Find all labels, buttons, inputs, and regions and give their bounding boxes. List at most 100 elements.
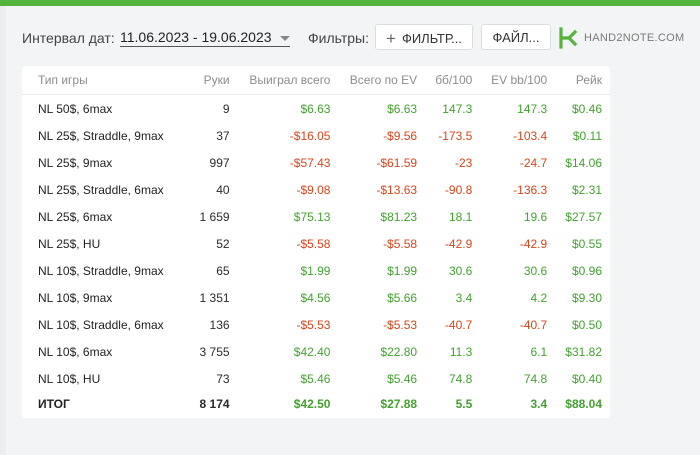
table-row[interactable]: NL 10$, Straddle, 6max 136 -$5.53 -$5.53 -40…	[22, 311, 610, 338]
cell-bb100: 11.3	[449, 344, 473, 359]
cell-game-type: NL 25$, HU	[38, 236, 101, 251]
cell-ev-bb100: 3.4	[530, 397, 548, 411]
cell-rake: $0.50	[571, 317, 602, 332]
cell-ev-total: $1.99	[387, 263, 418, 278]
date-range-selector[interactable]: 11.06.2023 - 19.06.2023	[120, 29, 290, 47]
cell-hands: 40	[216, 182, 230, 197]
cell-rake: $0.11	[572, 128, 602, 143]
date-range-value: 11.06.2023 - 19.06.2023	[120, 29, 272, 45]
cell-hands: 73	[216, 371, 230, 386]
cell-bb100: -90.8	[444, 182, 473, 197]
top-accent-bar	[0, 0, 700, 6]
table-row[interactable]: NL 10$, 6max 3 755 $42.40 $22.80 11.3 6.1 $31.…	[22, 338, 610, 365]
file-button[interactable]: ФАЙЛ...	[481, 24, 551, 50]
cell-ev-bb100: 74.8	[523, 371, 548, 386]
cell-bb100: 3.4	[455, 290, 473, 305]
cell-ev-total: -$9.56	[383, 128, 418, 143]
cell-game-type: NL 10$, HU	[38, 371, 101, 386]
cell-ev-bb100: -103.4	[513, 128, 548, 143]
cell-ev-bb100: 30.6	[523, 263, 548, 278]
cell-bb100: -173.5	[438, 128, 473, 143]
cell-won-total: -$57.43	[289, 155, 331, 170]
cell-bb100: 30.6	[448, 263, 473, 278]
col-header-rake[interactable]: Рейк	[555, 66, 610, 95]
col-header-bb100[interactable]: бб/100	[425, 66, 481, 95]
col-header-game-type[interactable]: Тип игры	[22, 66, 178, 95]
cell-game-type: NL 10$, 9max	[38, 290, 113, 305]
cell-won-total: -$9.08	[296, 182, 331, 197]
chevron-down-icon	[279, 35, 290, 41]
plus-icon: +	[386, 29, 396, 48]
table-row[interactable]: NL 10$, 9max 1 351 $4.56 $5.66 3.4 4.2 $9.30	[22, 284, 610, 311]
table-row[interactable]: NL 10$, HU 73 $5.46 $5.46 74.8 74.8 $0.40	[22, 365, 610, 392]
cell-game-type: NL 25$, Straddle, 6max	[38, 182, 164, 197]
cell-ev-bb100: -24.7	[519, 155, 548, 170]
cell-hands: 52	[216, 236, 230, 251]
file-button-label: ФАЙЛ...	[492, 30, 540, 45]
table-row[interactable]: NL 10$, Straddle, 9max 65 $1.99 $1.99 30.6 30…	[22, 257, 610, 284]
cell-hands: 3 755	[199, 344, 230, 359]
cell-hands: 136	[209, 317, 230, 332]
col-header-ev-total[interactable]: Всего по EV	[338, 66, 426, 95]
toolbar: Интервал дат: 11.06.2023 - 19.06.2023 Фи…	[6, 6, 700, 66]
cell-won-total: -$16.05	[289, 128, 331, 143]
cell-ev-bb100: 6.1	[530, 344, 548, 359]
col-header-hands[interactable]: Руки	[177, 66, 238, 95]
cell-game-type: NL 10$, Straddle, 6max	[38, 317, 164, 332]
cell-game-type: NL 10$, 6max	[38, 344, 113, 359]
table-row[interactable]: NL 50$, 6max 9 $6.63 $6.63 147.3 147.3 $0.46	[22, 95, 610, 123]
col-header-won-total[interactable]: Выиграл всего	[237, 66, 339, 95]
cell-game-type: NL 25$, 9max	[38, 155, 113, 170]
col-header-ev-bb100[interactable]: EV bb/100	[480, 66, 556, 95]
table-row[interactable]: NL 25$, Straddle, 6max 40 -$9.08 -$13.63 -90…	[22, 176, 610, 203]
h-logo-icon	[559, 27, 578, 49]
cell-won-total: -$5.53	[296, 317, 331, 332]
cell-rake: $9.30	[571, 290, 602, 305]
cell-bb100: -40.7	[444, 317, 473, 332]
cell-ev-total: -$5.58	[383, 236, 418, 251]
cell-won-total: $4.56	[300, 290, 331, 305]
table-total-row[interactable]: ИТОГ 8 174 $42.50 $27.88 5.5 3.4 $88.04	[22, 392, 610, 416]
report-panel: Интервал дат: 11.06.2023 - 19.06.2023 Фи…	[6, 6, 700, 455]
table-row[interactable]: NL 25$, Straddle, 9max 37 -$16.05 -$9.56 -17…	[22, 122, 610, 149]
table-row[interactable]: NL 25$, HU 52 -$5.58 -$5.58 -42.9 -42.9 $0.55	[22, 230, 610, 257]
cell-bb100: 18.1	[448, 209, 473, 224]
stats-table: Тип игры Руки Выиграл всего Всего по EV …	[22, 66, 610, 416]
cell-rake: $31.82	[565, 344, 602, 359]
cell-game-type: NL 25$, 6max	[38, 209, 113, 224]
cell-bb100: -23	[454, 155, 473, 170]
cell-won-total: $5.46	[300, 371, 331, 386]
cell-won-total: $6.63	[300, 101, 331, 116]
cell-ev-total: $5.46	[387, 371, 418, 386]
logo-text: HAND2NOTE.COM	[584, 32, 685, 44]
cell-ev-total: -$5.53	[383, 317, 418, 332]
cell-hands: 1 351	[199, 290, 230, 305]
cell-rake: $0.55	[571, 236, 602, 251]
cell-ev-total: -$61.59	[376, 155, 418, 170]
table-header-row: Тип игры Руки Выиграл всего Всего по EV …	[22, 66, 610, 95]
table-row[interactable]: NL 25$, 9max 997 -$57.43 -$61.59 -23 -24.7 $14…	[22, 149, 610, 176]
cell-rake: $27.57	[565, 209, 602, 224]
cell-ev-bb100: 147.3	[517, 101, 548, 116]
cell-ev-bb100: -42.9	[519, 236, 548, 251]
cell-bb100: -42.9	[444, 236, 473, 251]
cell-won-total: $75.13	[293, 209, 331, 224]
cell-rake: $14.06	[565, 155, 602, 170]
cell-game-type: NL 50$, 6max	[38, 101, 113, 116]
cell-rake: $88.04	[565, 397, 602, 411]
cell-hands: 9	[222, 101, 230, 116]
cell-ev-total: $5.66	[387, 290, 418, 305]
cell-ev-bb100: 19.6	[523, 209, 548, 224]
add-filter-button[interactable]: + ФИЛЬТР...	[375, 24, 473, 50]
cell-ev-bb100: -40.7	[519, 317, 548, 332]
cell-ev-total: $81.23	[380, 209, 418, 224]
cell-bb100: 5.5	[455, 397, 473, 411]
cell-won-total: $42.50	[293, 397, 331, 411]
cell-game-type: ИТОГ	[38, 397, 70, 411]
cell-hands: 65	[216, 263, 230, 278]
table-row[interactable]: NL 25$, 6max 1 659 $75.13 $81.23 18.1 19.6 $27…	[22, 203, 610, 230]
cell-rake: $0.40	[571, 371, 602, 386]
cell-bb100: 147.3	[442, 101, 473, 116]
cell-rake: $0.96	[571, 263, 602, 278]
cell-ev-bb100: -136.3	[513, 182, 548, 197]
